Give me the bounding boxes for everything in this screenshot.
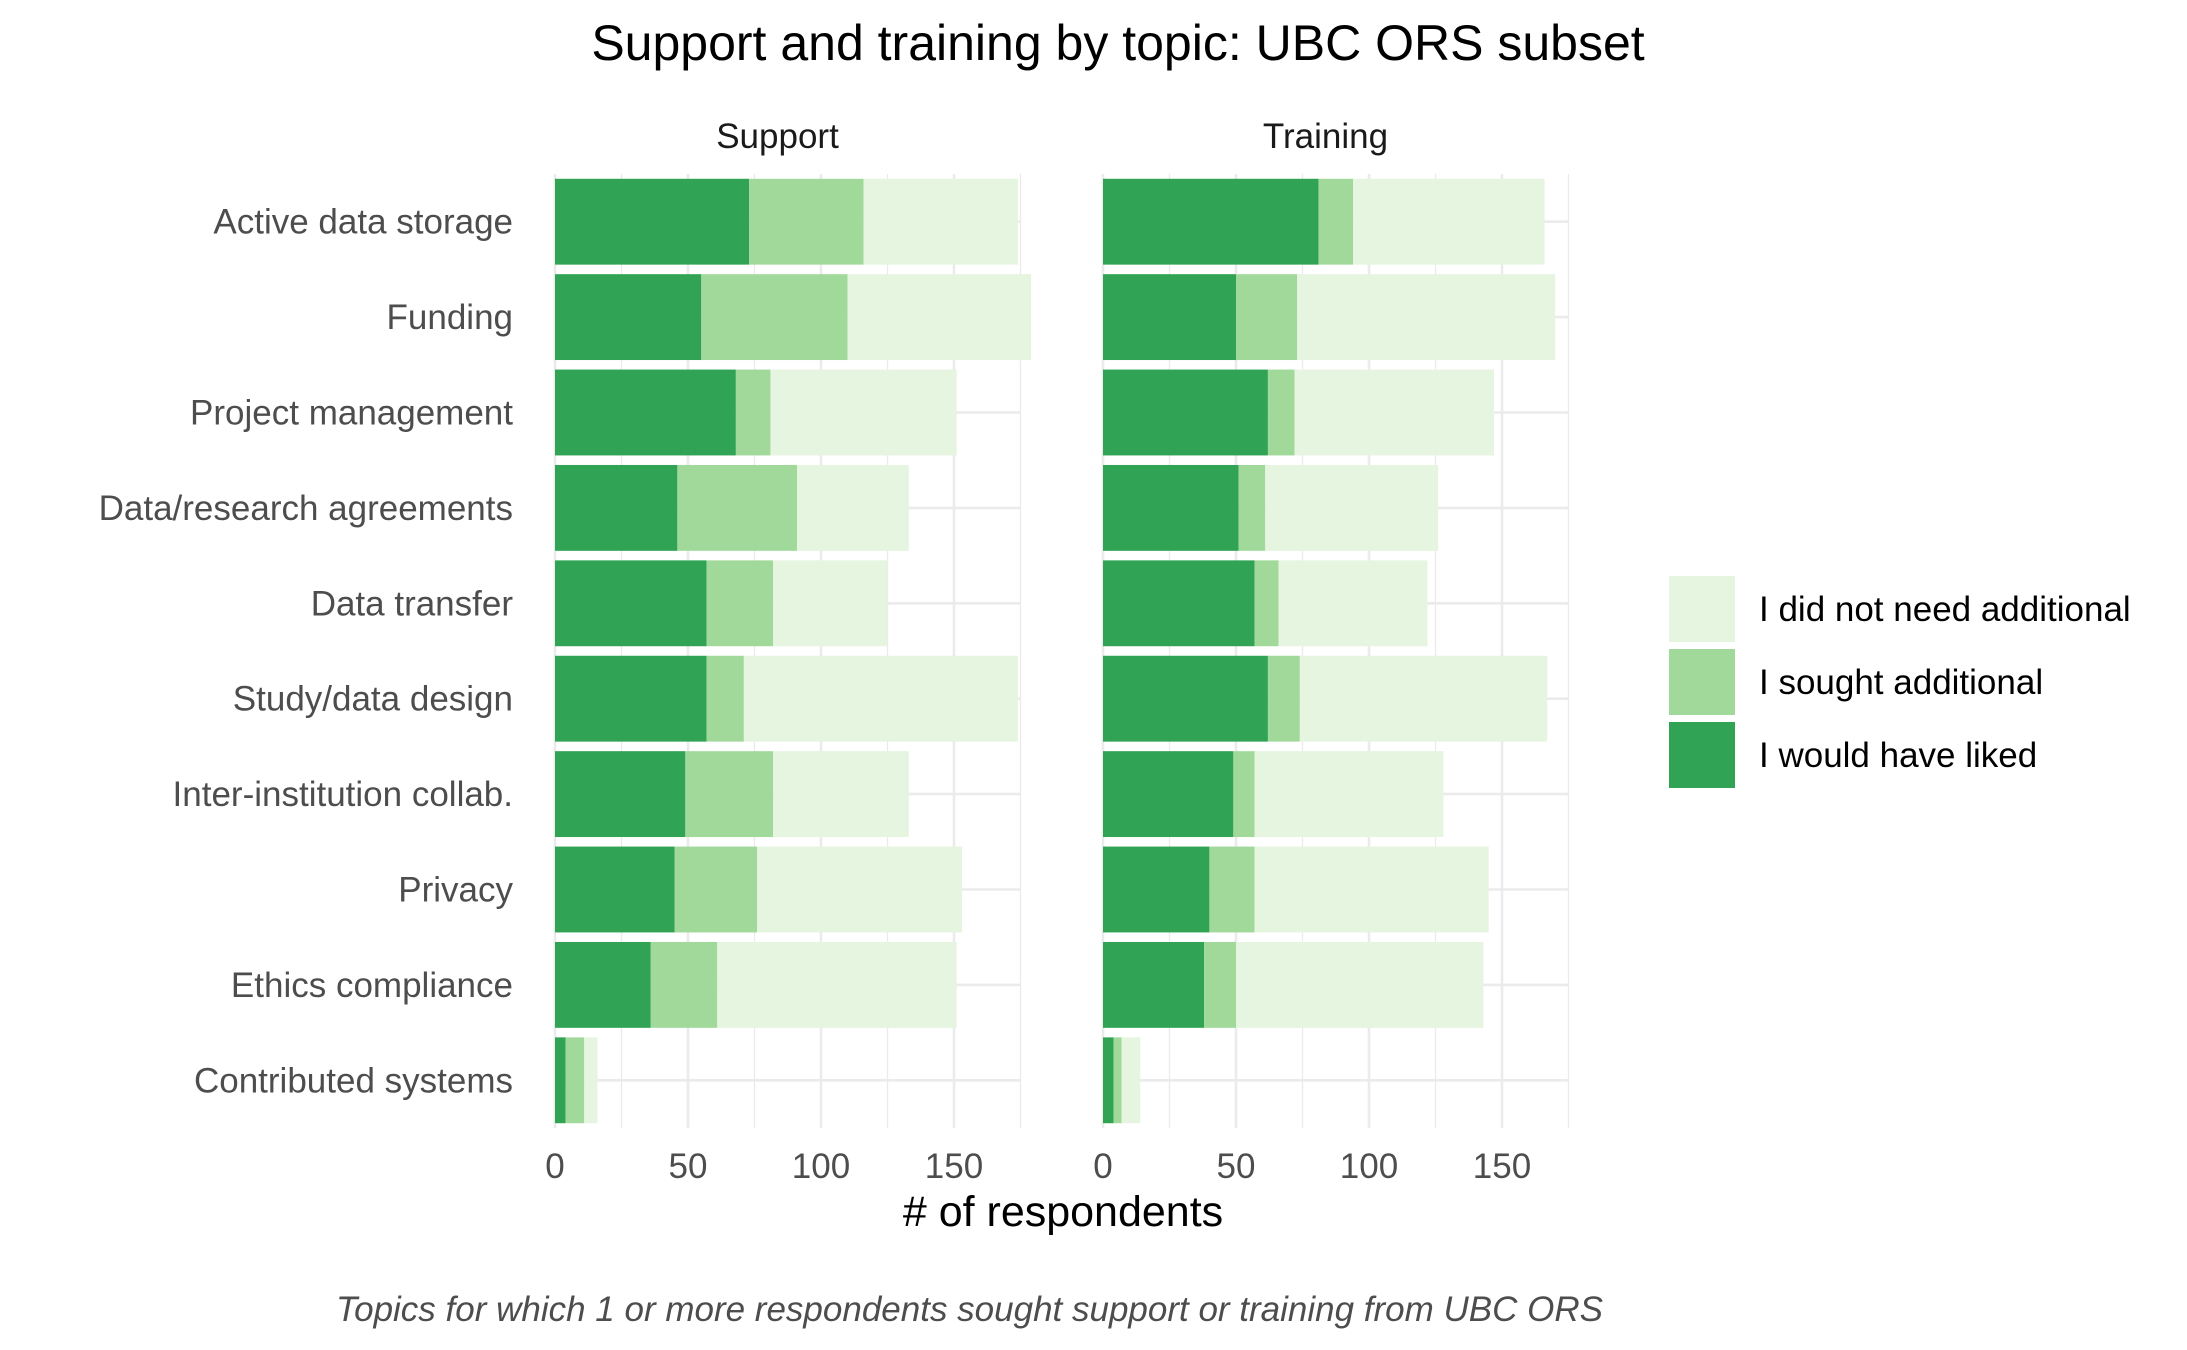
bar-training-inter-institution-collab-i-did-not-need-additional <box>1254 751 1444 838</box>
facet-label-training: Training <box>1263 117 1388 156</box>
bar-support-data-research-agreements-i-would-have-liked <box>555 464 678 551</box>
bar-training-study-data-design-i-would-have-liked <box>1103 655 1268 742</box>
bar-training-project-management-i-would-have-liked <box>1103 369 1268 456</box>
bar-support-project-management-i-did-not-need-additional <box>770 369 957 456</box>
bar-support-privacy-i-would-have-liked <box>555 846 675 933</box>
bar-support-data-research-agreements-i-did-not-need-additional <box>797 464 909 551</box>
bar-training-inter-institution-collab-i-would-have-liked <box>1103 751 1234 838</box>
category-label-funding: Funding <box>387 298 513 337</box>
bar-support-study-data-design-i-did-not-need-additional <box>743 655 1018 742</box>
bar-training-active-data-storage-i-did-not-need-additional <box>1353 178 1545 265</box>
bar-training-contributed-systems-i-sought-additional <box>1113 1037 1122 1124</box>
bar-training-funding-i-sought-additional <box>1236 274 1298 361</box>
facet-panels: Support 0 50 100 150 Training 0 50 100 150 <box>545 117 1570 1186</box>
bar-training-data-research-agreements-i-would-have-liked <box>1103 464 1239 551</box>
bar-training-data-transfer-i-did-not-need-additional <box>1278 560 1428 647</box>
panel-support: Support 0 50 100 150 <box>545 117 1032 1186</box>
bar-support-privacy-i-did-not-need-additional <box>757 846 962 933</box>
bar-support-ethics-compliance-i-did-not-need-additional <box>717 941 957 1028</box>
category-axis-labels: Active data storage Funding Project manage… <box>99 203 514 1101</box>
x-axis-label: # of respondents <box>903 1188 1223 1236</box>
x-tick-label: 50 <box>669 1147 708 1186</box>
legend-label-i-sought-additional: I sought additional <box>1759 663 2043 702</box>
bar-support-funding-i-sought-additional <box>701 274 848 361</box>
legend-key-i-would-have-liked <box>1669 722 1735 788</box>
category-label-data-transfer: Data transfer <box>311 584 514 623</box>
category-label-ethics-compliance: Ethics compliance <box>231 966 513 1005</box>
bar-support-project-management-i-sought-additional <box>735 369 771 456</box>
bar-training-contributed-systems-i-would-have-liked <box>1103 1037 1114 1124</box>
bar-training-privacy-i-sought-additional <box>1209 846 1255 933</box>
bar-support-contributed-systems-i-did-not-need-additional <box>584 1037 598 1124</box>
bar-training-data-transfer-i-sought-additional <box>1254 560 1279 647</box>
bar-support-funding-i-did-not-need-additional <box>847 274 1032 361</box>
bar-support-project-management-i-would-have-liked <box>555 369 736 456</box>
bar-support-ethics-compliance-i-would-have-liked <box>555 941 651 1028</box>
bar-support-funding-i-would-have-liked <box>555 274 702 361</box>
legend-key-i-sought-additional <box>1669 649 1735 715</box>
bar-support-inter-institution-collab-i-did-not-need-additional <box>773 751 909 838</box>
facet-label-support: Support <box>716 117 839 156</box>
bar-training-inter-institution-collab-i-sought-additional <box>1233 751 1255 838</box>
category-label-active-data-storage: Active data storage <box>213 203 513 242</box>
x-tick-label: 0 <box>545 1147 564 1186</box>
bar-support-privacy-i-sought-additional <box>674 846 758 933</box>
bar-training-ethics-compliance-i-did-not-need-additional <box>1236 941 1484 1028</box>
category-label-inter-institution-collab: Inter-institution collab. <box>173 775 513 814</box>
legend-label-i-would-have-liked: I would have liked <box>1759 736 2037 775</box>
category-label-study-data-design: Study/data design <box>233 680 513 719</box>
x-tick-label: 150 <box>925 1147 983 1186</box>
bar-training-data-research-agreements-i-sought-additional <box>1238 464 1266 551</box>
bar-training-privacy-i-would-have-liked <box>1103 846 1210 933</box>
category-label-contributed-systems: Contributed systems <box>194 1061 513 1100</box>
bar-training-ethics-compliance-i-sought-additional <box>1204 941 1236 1028</box>
bar-training-contributed-systems-i-did-not-need-additional <box>1121 1037 1141 1124</box>
bar-training-study-data-design-i-did-not-need-additional <box>1299 655 1548 742</box>
x-tick-label: 100 <box>792 1147 850 1186</box>
category-label-project-management: Project management <box>190 394 513 433</box>
chart-title: Support and training by topic: UBC ORS s… <box>591 15 1644 71</box>
bar-training-active-data-storage-i-would-have-liked <box>1103 178 1319 265</box>
x-tick-label: 50 <box>1217 1147 1256 1186</box>
bar-support-data-research-agreements-i-sought-additional <box>677 464 798 551</box>
bar-support-study-data-design-i-would-have-liked <box>555 655 707 742</box>
bar-support-contributed-systems-i-would-have-liked <box>555 1037 566 1124</box>
x-tick-label: 150 <box>1473 1147 1531 1186</box>
bar-support-inter-institution-collab-i-would-have-liked <box>555 751 686 838</box>
bar-training-active-data-storage-i-sought-additional <box>1318 178 1354 265</box>
bar-support-active-data-storage-i-would-have-liked <box>555 178 750 265</box>
bar-training-funding-i-would-have-liked <box>1103 274 1236 361</box>
bar-training-project-management-i-did-not-need-additional <box>1294 369 1495 456</box>
bar-training-study-data-design-i-sought-additional <box>1267 655 1300 742</box>
bar-training-privacy-i-did-not-need-additional <box>1254 846 1489 933</box>
x-tick-label: 100 <box>1340 1147 1398 1186</box>
bar-support-inter-institution-collab-i-sought-additional <box>685 751 774 838</box>
chart-caption: Topics for which 1 or more respondents s… <box>336 1290 1603 1329</box>
bar-support-ethics-compliance-i-sought-additional <box>650 941 718 1028</box>
category-label-data-research-agreements: Data/research agreements <box>99 489 513 528</box>
x-tick-label: 0 <box>1093 1147 1112 1186</box>
bar-support-data-transfer-i-did-not-need-additional <box>773 560 888 647</box>
bar-training-data-research-agreements-i-did-not-need-additional <box>1265 464 1439 551</box>
bar-support-study-data-design-i-sought-additional <box>706 655 744 742</box>
bar-training-funding-i-did-not-need-additional <box>1297 274 1556 361</box>
bar-support-data-transfer-i-sought-additional <box>706 560 774 647</box>
bar-training-project-management-i-sought-additional <box>1267 369 1295 456</box>
bar-training-ethics-compliance-i-would-have-liked <box>1103 941 1205 1028</box>
bar-support-active-data-storage-i-sought-additional <box>749 178 864 265</box>
category-label-privacy: Privacy <box>398 871 513 910</box>
legend-key-i-did-not-need-additional <box>1669 576 1735 642</box>
bar-training-data-transfer-i-would-have-liked <box>1103 560 1255 647</box>
bar-support-contributed-systems-i-sought-additional <box>565 1037 585 1124</box>
bar-support-data-transfer-i-would-have-liked <box>555 560 707 647</box>
legend-label-i-did-not-need-additional: I did not need additional <box>1759 590 2131 629</box>
legend: I did not need additional I sought additi… <box>1669 576 2131 788</box>
bar-support-active-data-storage-i-did-not-need-additional <box>863 178 1018 265</box>
panel-training: Training 0 50 100 150 <box>1093 117 1570 1186</box>
